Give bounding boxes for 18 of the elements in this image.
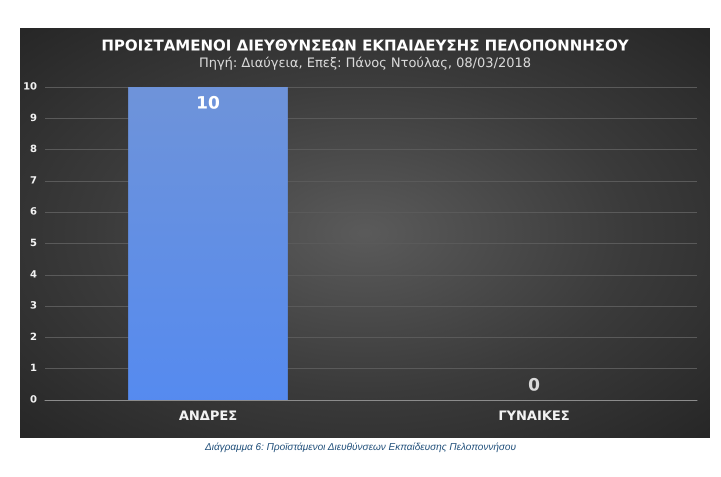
data-label: 0 xyxy=(528,376,540,396)
y-tick-label: 7 xyxy=(30,175,38,186)
y-tick-label: 6 xyxy=(30,206,38,218)
data-label: 10 xyxy=(196,94,220,114)
y-tick-label: 2 xyxy=(30,332,38,343)
y-tick-label: 5 xyxy=(30,238,38,249)
y-tick-label: 1 xyxy=(30,363,38,374)
chart-title: ΠΡΟΙΣΤΑΜΕΝΟΙ ΔΙΕΥΘΥΝΣΕΩΝ ΕΚΠΑΙΔΕΥΣΗΣ ΠΕΛΟΠΟΝΝΗΣΟΥ xyxy=(101,36,630,54)
x-tick-label: ΑΝΔΡΕΣ xyxy=(178,409,238,424)
y-tick-label: 10 xyxy=(23,82,38,92)
y-tick-label: 9 xyxy=(30,112,38,124)
text: Διάγραμμα 6: Προϊστάμενοι Διευθύνσεων Εκπαίδευσης Πελοποννήσου xyxy=(204,442,517,453)
x-tick-label: ΓΥΝΑΙΚΕΣ xyxy=(498,409,570,424)
y-tick-label: 0 xyxy=(30,394,38,406)
y-tick-label: 4 xyxy=(30,269,38,280)
y-tick-label: 3 xyxy=(30,300,38,312)
chart-subtitle: Πηγή: Διαύγεια, Επεξ: Πάνος Ντούλας, 08/03/2018 xyxy=(198,56,532,71)
y-tick-label: 8 xyxy=(30,144,38,156)
